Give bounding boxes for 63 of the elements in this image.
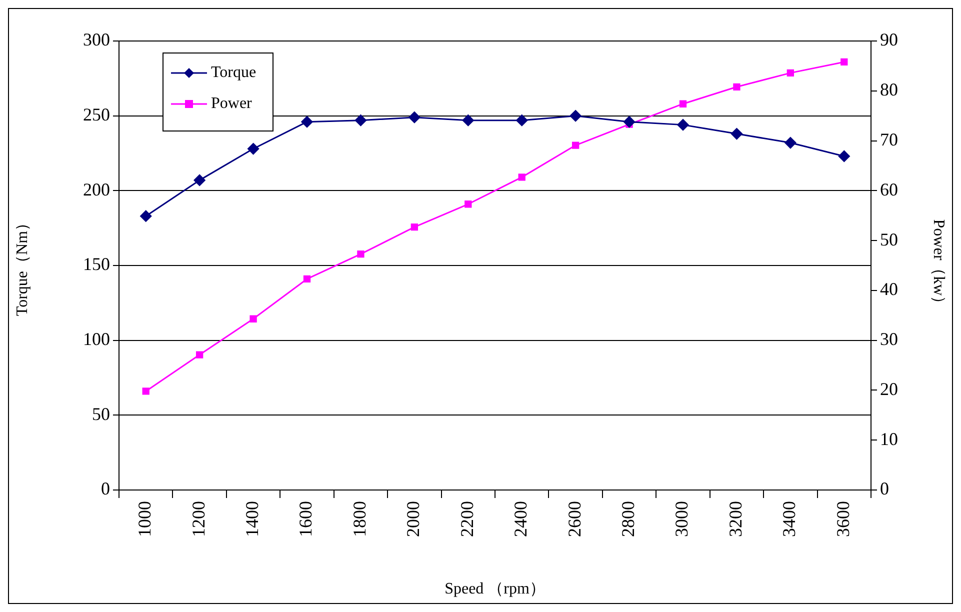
x-tick-label: 2200 [456, 501, 477, 537]
point [572, 142, 580, 149]
x-tick-label: 3400 [779, 501, 800, 537]
point [142, 388, 150, 395]
y2-tick-label: 40 [880, 279, 898, 300]
y2-tick-label: 90 [880, 30, 898, 50]
point [786, 69, 794, 77]
point [784, 137, 796, 149]
x-tick-label: 1000 [134, 501, 155, 537]
point [462, 114, 474, 126]
x-tick-label: 3600 [832, 501, 853, 537]
point [730, 128, 742, 140]
y2-axis-title: Power（kw） [930, 219, 948, 312]
point [733, 83, 740, 90]
point [250, 315, 257, 322]
y-tick-label: 0 [101, 478, 110, 499]
point [677, 119, 689, 131]
point [410, 224, 418, 231]
point [464, 200, 472, 208]
y-tick-label: 50 [92, 404, 110, 424]
x-tick-label: 1200 [188, 501, 208, 537]
y-axis-title: Torque（Nm） [14, 214, 31, 316]
x-axis-title: Speed （rpm） [444, 580, 546, 598]
x-tick-label: 3200 [725, 501, 746, 537]
point [140, 210, 152, 222]
y-tick-label: 250 [83, 104, 110, 125]
x-tick-label: 2800 [618, 501, 638, 537]
point [518, 174, 526, 181]
x-tick-label: 2400 [510, 501, 531, 537]
point [248, 143, 260, 155]
y2-tick-label: 70 [880, 130, 898, 150]
legend-label: Power [211, 95, 253, 112]
y2-tick-label: 60 [880, 179, 898, 200]
point [357, 250, 364, 258]
x-tick-label: 1800 [349, 501, 370, 537]
x-tick-label: 2600 [564, 501, 584, 537]
y-tick-label: 300 [83, 30, 110, 50]
point [838, 150, 850, 162]
point [301, 116, 313, 128]
y2-tick-label: 80 [880, 80, 898, 100]
point [516, 114, 528, 126]
y2-tick-label: 50 [880, 229, 898, 250]
point [570, 110, 582, 122]
point [194, 174, 206, 186]
point [354, 114, 366, 126]
point [408, 112, 420, 124]
y-tick-label: 100 [83, 329, 110, 350]
point [624, 116, 636, 128]
x-tick-label: 2000 [403, 501, 424, 537]
y2-tick-label: 0 [880, 478, 889, 499]
y-tick-label: 200 [83, 179, 110, 200]
point [196, 351, 204, 358]
y-tick-label: 150 [83, 254, 110, 274]
point [840, 58, 848, 66]
x-tick-label: 1600 [296, 501, 316, 537]
x-tick-label: 3000 [672, 501, 692, 537]
x-tick-label: 1400 [242, 501, 262, 537]
point [303, 275, 311, 283]
legend-label: Torque [211, 64, 256, 82]
y2-tick-label: 20 [880, 378, 898, 399]
point [679, 100, 687, 108]
y2-tick-label: 10 [880, 428, 898, 449]
y2-tick-label: 30 [880, 329, 898, 350]
